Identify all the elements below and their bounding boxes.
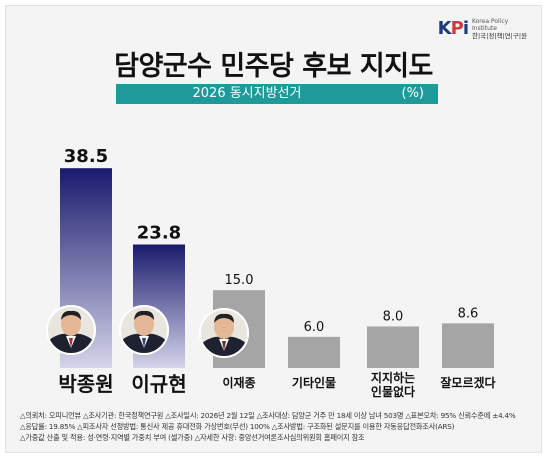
subtitle-bar: 2026 동시지방선거 (%) bbox=[116, 84, 438, 104]
footnote-line: △가중값 산출 및 적용: 성·연령·지역별 가중치 부여 (셀가중) △자세한… bbox=[20, 433, 365, 442]
logo-name-en-2: Institute bbox=[472, 25, 497, 32]
category-label-4: 인물없다 bbox=[371, 384, 415, 399]
category-label-2: 이재종 bbox=[222, 375, 255, 390]
category-label-0: 박종원 bbox=[58, 372, 113, 396]
candidate-photo-0 bbox=[46, 305, 96, 355]
bar-5 bbox=[442, 323, 494, 368]
bar-3 bbox=[288, 336, 340, 368]
value-label-0: 38.5 bbox=[64, 146, 108, 167]
chart-subtitle: 2026 동시지방선거 bbox=[192, 86, 302, 101]
infographic-frame: KPi Korea Policy Institute 한|국|정|책|연|구|원… bbox=[5, 5, 542, 453]
value-label-3: 6.0 bbox=[304, 320, 325, 335]
footnote-line: △의뢰처: 오피니언뷰 △조사기관: 한국정책연구원 △조사일시: 2026년 … bbox=[20, 411, 516, 420]
candidate-photo-2 bbox=[199, 308, 249, 358]
category-label-4: 지지하는 bbox=[371, 370, 415, 385]
category-label-3: 기타인물 bbox=[292, 375, 336, 390]
kpi-logo: KPi Korea Policy Institute 한|국|정|책|연|구|원 bbox=[438, 18, 527, 40]
footnotes: △의뢰처: 오피니언뷰 △조사기관: 한국정책연구원 △조사일시: 2026년 … bbox=[20, 410, 533, 443]
value-label-1: 23.8 bbox=[137, 222, 181, 243]
unit-label: (%) bbox=[401, 86, 425, 101]
value-label-2: 15.0 bbox=[225, 273, 254, 288]
logo-name-ko: 한|국|정|책|연|구|원 bbox=[472, 32, 527, 40]
value-label-5: 8.6 bbox=[458, 306, 479, 321]
value-label-4: 8.0 bbox=[383, 309, 404, 324]
category-label-1: 이규현 bbox=[131, 372, 186, 396]
footnote-line: △응답률: 19.85% △피조사자 선정방법: 통신사 제공 휴대전화 가상번… bbox=[20, 422, 455, 431]
candidate-photo-1 bbox=[119, 305, 169, 355]
logo-name-en-1: Korea Policy bbox=[472, 18, 509, 25]
chart-title: 담양군수 민주당 후보 지지도 bbox=[114, 51, 433, 82]
bar-4 bbox=[367, 326, 419, 368]
category-label-5: 잘모르겠다 bbox=[440, 375, 495, 390]
logo-text: Korea Policy Institute 한|국|정|책|연|구|원 bbox=[472, 18, 527, 40]
logo-mark: KPi bbox=[437, 18, 469, 39]
